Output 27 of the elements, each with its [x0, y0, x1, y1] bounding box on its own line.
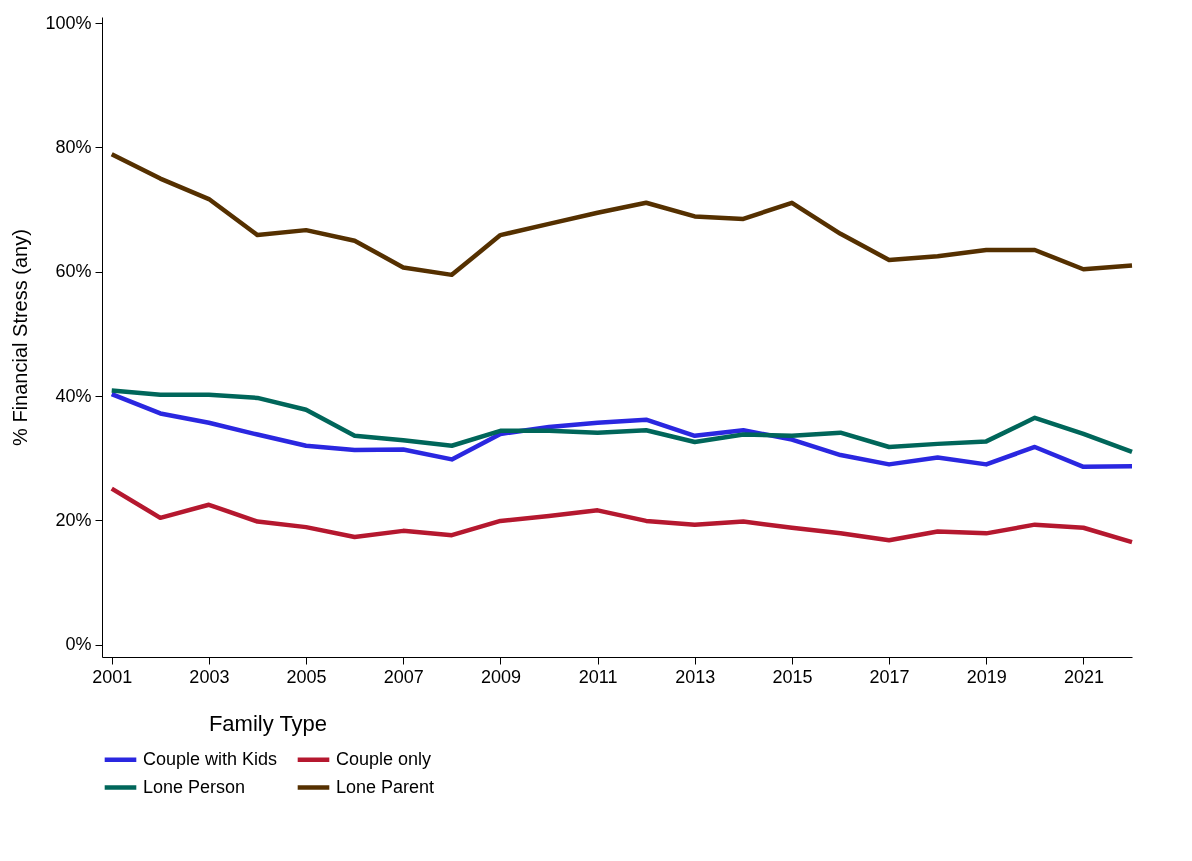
- legend-label: Couple only: [336, 748, 432, 769]
- y-tick-label: 100%: [45, 12, 92, 33]
- x-tick-label: 2019: [966, 666, 1007, 687]
- x-tick-label: 2011: [578, 666, 618, 687]
- x-tick-label: 2021: [1063, 666, 1104, 687]
- x-tick-label: 2007: [383, 666, 424, 687]
- line-series: [109, 152, 1135, 278]
- x-tick-label: 2015: [772, 666, 813, 687]
- line-series: [109, 486, 1135, 545]
- legend-label: Lone Person: [143, 776, 246, 797]
- y-tick-label: 20%: [55, 509, 92, 530]
- line-series: [109, 388, 1135, 455]
- line-series: [109, 391, 1135, 470]
- legend-label: Couple with Kids: [143, 748, 278, 769]
- y-tick-label: 40%: [55, 385, 92, 406]
- y-axis-title: % Financial Stress (any): [9, 229, 32, 446]
- legend-label: Lone Parent: [336, 776, 435, 797]
- x-tick-label: 2005: [286, 666, 327, 687]
- x-tick-label: 2013: [675, 666, 716, 687]
- legend-title: Family Type: [208, 711, 328, 736]
- x-tick-label: 2003: [189, 666, 230, 687]
- x-tick-label: 2009: [480, 666, 521, 687]
- x-tick-label: 2017: [869, 666, 910, 687]
- x-tick-label: 2001: [92, 666, 133, 687]
- y-tick-label: 60%: [55, 261, 92, 282]
- y-tick-label: 80%: [55, 136, 92, 157]
- y-tick-label: 0%: [65, 634, 92, 655]
